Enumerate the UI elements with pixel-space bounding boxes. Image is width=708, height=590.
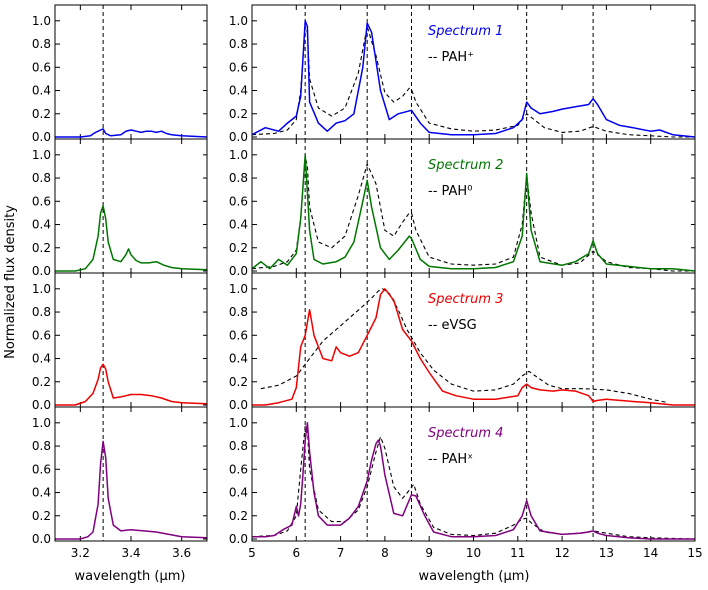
y-tick-label: 0.8 <box>229 171 248 185</box>
x-tick-label: 15 <box>687 546 702 560</box>
y-tick-label: 0.0 <box>229 532 248 546</box>
y-tick-label: 0.2 <box>32 241 51 255</box>
spectrum-line-spectrum-2 <box>251 154 696 272</box>
y-tick-label: 0.8 <box>32 305 51 319</box>
x-tick-label: 14 <box>643 546 658 560</box>
y-tick-label: 1.0 <box>32 416 51 430</box>
x-tick-label: 11 <box>510 546 525 560</box>
spectrum-line-spectrum-3 <box>55 363 208 406</box>
y-tick-label: 0.4 <box>32 352 51 366</box>
spectrum-line-spectrum-4 <box>252 422 695 540</box>
right-panel-row-1: 0.0 0.2 0.4 0.6 0.8 1.0 Spectrum 1 -- PAH⁺ <box>229 4 696 144</box>
x-axis-label-left: wavelength (μm) <box>75 569 186 584</box>
legend-template-label: -- PAH⁺ <box>428 50 474 65</box>
y-tick-label: 0.6 <box>229 60 248 74</box>
y-tick-label: 1.0 <box>229 282 248 296</box>
legend-spectrum-label: Spectrum 3 <box>428 292 503 307</box>
y-tick-label: 0.2 <box>229 107 248 121</box>
y-tick-label: 0.0 <box>32 532 51 546</box>
right-panel-row-2: 0.0 0.2 0.4 0.6 0.8 1.0 Spectrum 2 -- PAH⁰ <box>229 138 696 278</box>
spectrum-line-spectrum-2 <box>55 205 208 272</box>
y-tick-label: 0.2 <box>229 241 248 255</box>
y-tick-label: 0.4 <box>32 84 51 98</box>
left-panel-row-3: 0.0 0.2 0.4 0.6 0.8 1.0 <box>32 272 208 412</box>
x-tick-label: 12 <box>554 546 569 560</box>
right-panel-row-3: 0.0 0.2 0.4 0.6 0.8 1.0 Spectrum 3 -- eVSG <box>229 272 696 412</box>
y-tick-label: 1.0 <box>229 14 248 28</box>
y-tick-label: 0.8 <box>229 37 248 51</box>
y-tick-label: 0.2 <box>229 375 248 389</box>
spectrum-line-spectrum-1 <box>55 128 208 138</box>
x-tick-label: 5 <box>248 546 256 560</box>
legend-spectrum-label: Spectrum 1 <box>428 24 503 39</box>
y-tick-label: 0.0 <box>32 130 51 144</box>
y-tick-label: 0.6 <box>32 328 51 342</box>
y-tick-label: 0.8 <box>32 171 51 185</box>
spectrum-line-spectrum-3 <box>252 288 695 406</box>
template-line-pah0-template <box>251 156 695 272</box>
y-tick-label: 0.4 <box>229 84 248 98</box>
y-tick-label: 1.0 <box>229 148 248 162</box>
y-tick-label: 0.6 <box>229 462 248 476</box>
y-tick-label: 0.4 <box>32 486 51 500</box>
x-axis-label-right: wavelength (μm) <box>419 569 530 584</box>
y-tick-label: 1.0 <box>32 14 51 28</box>
y-tick-label: 1.0 <box>229 416 248 430</box>
legend-template-label: -- eVSG <box>428 318 477 333</box>
y-tick-label: 0.0 <box>32 264 51 278</box>
y-tick-label: 0.8 <box>32 37 51 51</box>
x-tick-label: 7 <box>337 546 345 560</box>
y-tick-label: 1.0 <box>32 282 51 296</box>
y-tick-label: 0.6 <box>32 194 51 208</box>
y-tick-label: 0.8 <box>229 305 248 319</box>
x-tick-label: 3.4 <box>121 546 140 560</box>
x-tick-label: 3.6 <box>172 546 191 560</box>
panel-frame <box>251 406 696 542</box>
y-tick-label: 0.4 <box>229 486 248 500</box>
template-line-pahx-template <box>251 425 696 540</box>
y-tick-label: 0.0 <box>229 264 248 278</box>
y-tick-label: 0.0 <box>229 130 248 144</box>
left-panel-row-1: 0.0 0.2 0.4 0.6 0.8 1.0 <box>32 4 208 144</box>
x-tick-label: 6 <box>292 546 300 560</box>
y-tick-label: 0.2 <box>32 509 51 523</box>
y-tick-label: 1.0 <box>32 148 51 162</box>
panel-frame <box>54 4 208 140</box>
spectrum-line-spectrum-4 <box>55 440 208 540</box>
y-tick-label: 0.4 <box>229 352 248 366</box>
legend-spectrum-label: Spectrum 4 <box>428 426 503 441</box>
x-tick-label: 9 <box>425 546 433 560</box>
y-axis-label: Normalized flux density <box>3 205 18 359</box>
panel-frame <box>54 272 208 408</box>
left-panel-row-4: 0.0 0.2 0.4 0.6 0.8 1.0 3.2 3.4 3.6 <box>32 406 208 560</box>
panel-frame <box>54 406 208 542</box>
y-tick-label: 0.6 <box>32 462 51 476</box>
y-tick-label: 0.6 <box>32 60 51 74</box>
x-tick-label: 13 <box>599 546 614 560</box>
legend-template-label: -- PAH⁰ <box>428 184 472 199</box>
y-tick-label: 0.2 <box>32 107 51 121</box>
y-tick-label: 0.6 <box>229 194 248 208</box>
right-panel-row-4: 0.0 0.2 0.4 0.6 0.8 1.0 Spectrum 4 -- PAHˣ 5 6 7 8 9… <box>229 406 703 560</box>
y-tick-label: 0.8 <box>32 439 51 453</box>
x-tick-label: 10 <box>466 546 481 560</box>
template-line-evsg-template <box>260 288 669 404</box>
x-tick-label: 8 <box>381 546 389 560</box>
left-panel-row-2: 0.0 0.2 0.4 0.6 0.8 1.0 <box>32 138 208 278</box>
y-tick-label: 0.0 <box>229 398 248 412</box>
y-tick-label: 0.4 <box>32 218 51 232</box>
y-tick-label: 0.4 <box>229 218 248 232</box>
x-tick-label: 3.2 <box>71 546 90 560</box>
spectrum-line-spectrum-1 <box>251 20 696 138</box>
y-tick-label: 0.2 <box>229 509 248 523</box>
y-tick-label: 0.2 <box>32 375 51 389</box>
legend-template-label: -- PAHˣ <box>428 452 473 467</box>
legend-spectrum-label: Spectrum 2 <box>428 158 503 173</box>
y-tick-label: 0.0 <box>32 398 51 412</box>
template-line-pah-template <box>251 26 695 138</box>
panels-group: 0.0 0.2 0.4 0.6 0.8 1.0 0.0 0.2 0.4 0.6 0.8 1.0 Spec… <box>32 4 703 560</box>
y-tick-label: 0.8 <box>229 439 248 453</box>
y-tick-label: 0.6 <box>229 328 248 342</box>
